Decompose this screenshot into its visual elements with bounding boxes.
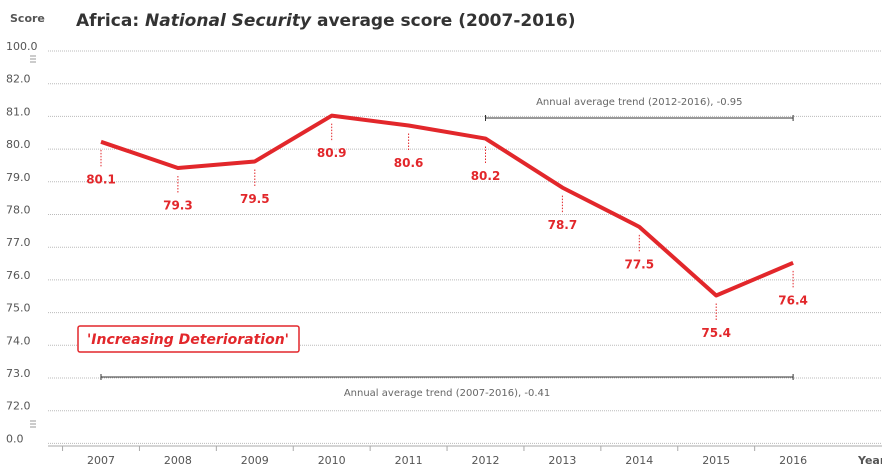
x-axis-label: Year [857,454,882,465]
x-tick-label: 2010 [318,454,346,465]
x-tick-label: 2007 [87,454,115,465]
title-part: Africa: [76,11,145,31]
annotation: Annual average trend (2007-2016), -0.41 [344,388,550,399]
title-part: average score (2007-2016) [311,11,575,31]
y-tick-label: 77.0 [6,236,31,249]
y-tick-label: 72.0 [6,400,31,413]
y-tick-label: 80.0 [6,138,31,151]
data-line [100,113,794,298]
y-tick-label: 73.0 [6,367,31,380]
data-label: 77.5 [624,257,654,271]
y-tick-label: 0.0 [6,432,24,445]
data-label: 80.2 [471,169,501,183]
y-tick-label: 76.0 [6,269,31,282]
x-tick-label: 2012 [472,454,500,465]
x-tick-label: 2008 [164,454,192,465]
x-tick-label: 2013 [548,454,576,465]
y-tick-label: 81.0 [6,105,31,118]
data-label: 75.4 [701,326,731,340]
x-tick-label: 2011 [395,454,423,465]
x-tick-label: 2016 [779,454,807,465]
y-tick-label: 75.0 [6,302,31,315]
annotation: 'Increasing Deterioration' [87,332,289,348]
data-label: 78.7 [548,218,578,232]
data-label: 76.4 [778,293,808,307]
annotation-box [77,325,300,353]
title-part: National Security [145,11,312,31]
x-tick-label: 2009 [241,454,269,465]
y-tick-label: 100.0 [6,40,38,53]
data-label: 80.9 [317,146,347,160]
x-tick-label: 2015 [702,454,730,465]
y-axis-label: Score [10,12,45,25]
y-tick-label: 74.0 [6,334,31,347]
axis-break [30,55,36,428]
y-tick-label: 79.0 [6,171,31,184]
y-tick-label: 82.0 [6,73,31,86]
chart-title: Africa: National Security average score … [76,11,575,31]
data-label: 80.1 [86,172,116,186]
data-label: 80.6 [394,156,424,170]
y-tick-label: 78.0 [6,204,31,217]
annotation: Annual average trend (2012-2016), -0.95 [536,97,742,108]
data-label: 79.5 [240,192,270,206]
data-label: 79.3 [163,198,193,212]
x-tick-label: 2014 [625,454,653,465]
